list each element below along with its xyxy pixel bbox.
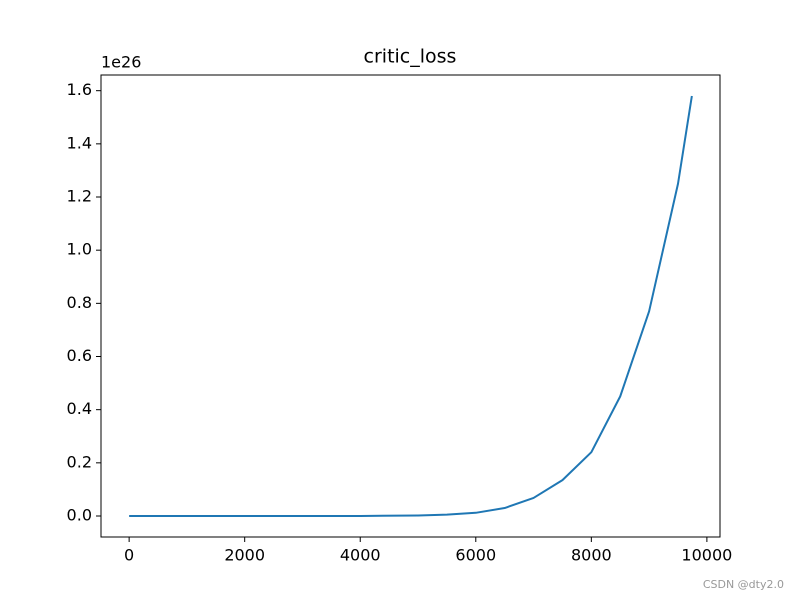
y-tick-label: 0.4 bbox=[67, 399, 92, 418]
x-tick-label: 10000 bbox=[681, 546, 732, 565]
y-tick-label: 1.4 bbox=[67, 133, 92, 152]
y-offset-label: 1e26 bbox=[101, 53, 141, 72]
y-tick-label: 1.0 bbox=[67, 240, 92, 259]
x-tick-label: 8000 bbox=[571, 546, 612, 565]
y-tick-label: 0.6 bbox=[67, 346, 92, 365]
x-tick-label: 2000 bbox=[224, 546, 265, 565]
x-tick-label: 4000 bbox=[340, 546, 381, 565]
y-tick-label: 1.2 bbox=[67, 187, 92, 206]
x-tick-label: 0 bbox=[124, 546, 134, 565]
y-tick-label: 0.8 bbox=[67, 293, 92, 312]
chart-title: critic_loss bbox=[364, 46, 457, 68]
plot-frame bbox=[100, 74, 721, 538]
line-series bbox=[129, 95, 693, 517]
y-tick-label: 0.0 bbox=[67, 506, 92, 525]
watermark: CSDN @dty2.0 bbox=[703, 578, 784, 591]
x-tick-label: 6000 bbox=[455, 546, 496, 565]
y-tick-label: 1.6 bbox=[67, 80, 92, 99]
y-tick-label: 0.2 bbox=[67, 452, 92, 471]
